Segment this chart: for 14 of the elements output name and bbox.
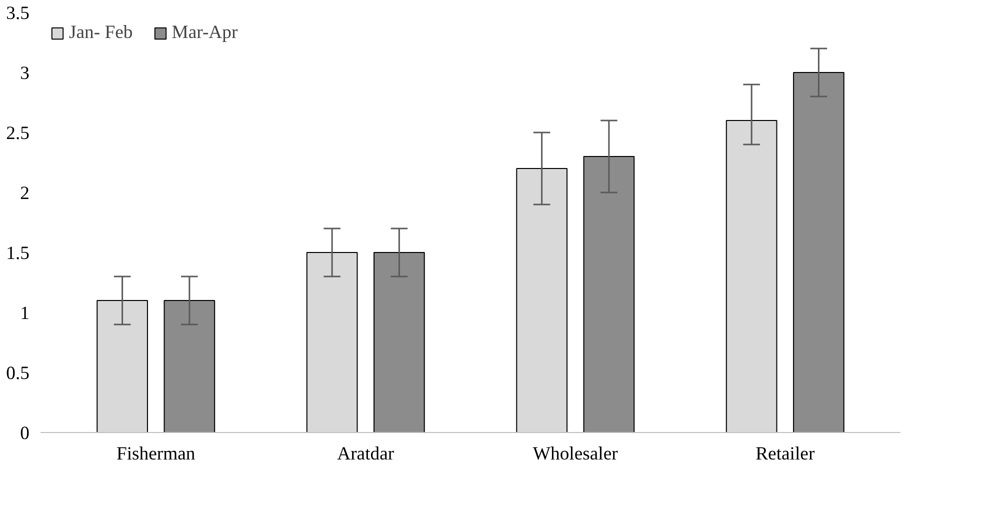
y-tick-label: 2: [20, 183, 30, 204]
x-tick-label: Retailer: [756, 444, 816, 464]
x-tick-label: Fisherman: [116, 444, 196, 464]
x-tick-label: Wholesaler: [532, 444, 619, 464]
y-tick-label: 3.5: [6, 3, 30, 24]
y-tick-label: 1.5: [6, 243, 30, 264]
y-tick-label: 2.5: [6, 123, 30, 144]
legend-label: Jan- Feb: [69, 22, 133, 44]
y-tick-label: 0.5: [6, 363, 30, 384]
y-tick-label: 1: [20, 303, 30, 324]
y-tick-label: 3: [20, 63, 30, 84]
y-tick-label: 0: [20, 423, 30, 444]
legend-label: Mar-Apr: [172, 22, 238, 44]
x-tick-label: Aratdar: [337, 444, 395, 464]
